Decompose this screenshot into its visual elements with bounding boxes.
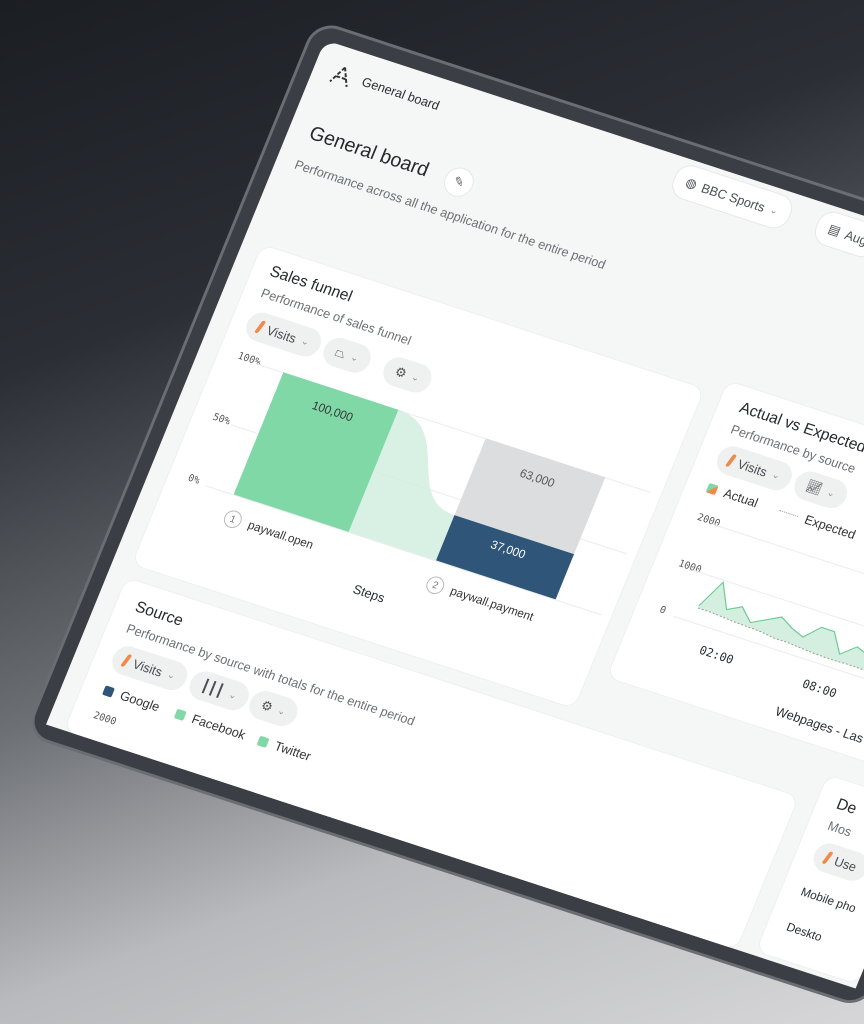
gear-icon: ⚙ bbox=[258, 697, 276, 715]
card-subtitle: Mos bbox=[825, 818, 854, 840]
chart-type-select[interactable]: ┃┃┃ ⌄ bbox=[185, 667, 254, 714]
device: General board ◍ BBC Sports ⌄ ▤ Aug General … bbox=[27, 22, 864, 1006]
globe-icon: ◍ bbox=[683, 174, 700, 192]
legend-swatch bbox=[256, 735, 270, 748]
actual-line bbox=[698, 580, 864, 693]
calendar-icon: ▤ bbox=[826, 220, 844, 239]
actual-area bbox=[697, 582, 864, 692]
dashboard-screen: General board ◍ BBC Sports ⌄ ▤ Aug General … bbox=[46, 40, 864, 989]
y-tick: 2000 bbox=[91, 710, 118, 728]
sales-funnel-card: Sales funnel Performance of sales funnel… bbox=[132, 244, 704, 708]
legend-twitter: Twitter bbox=[256, 733, 313, 764]
funnel-bar-step-2 bbox=[436, 515, 575, 600]
logo-icon bbox=[329, 66, 348, 87]
metric-color-icon bbox=[120, 654, 133, 668]
settings-select[interactable]: ⚙ ⌄ bbox=[244, 687, 303, 730]
legend-google: Google bbox=[101, 683, 162, 714]
edit-title-button[interactable]: ✎ bbox=[440, 165, 477, 200]
actual-vs-expected-chart bbox=[697, 580, 864, 693]
card-title: De bbox=[833, 795, 860, 818]
bar-chart-icon: ┃┃┃ bbox=[199, 677, 227, 699]
funnel-dropoff-step-2 bbox=[454, 438, 606, 555]
legend-facebook: Facebook bbox=[173, 706, 248, 742]
expected-line bbox=[697, 607, 864, 681]
device-row: Mobile pho bbox=[798, 884, 859, 916]
breadcrumb[interactable]: General board bbox=[359, 74, 442, 113]
metric-select[interactable]: Use bbox=[809, 839, 864, 885]
device-row: Deskto bbox=[784, 919, 825, 945]
date-select[interactable]: ▤ Aug bbox=[811, 209, 864, 261]
chevron-down-icon: ⌄ bbox=[165, 668, 178, 682]
legend-swatch bbox=[173, 708, 187, 721]
funnel-bar-step-1 bbox=[233, 372, 399, 532]
pencil-icon: ✎ bbox=[451, 173, 467, 191]
legend-swatch bbox=[102, 684, 116, 698]
chevron-down-icon: ⌄ bbox=[275, 704, 288, 718]
funnel-connector bbox=[348, 409, 455, 561]
chevron-down-icon: ⌄ bbox=[768, 204, 780, 217]
chevron-down-icon: ⌄ bbox=[226, 688, 239, 702]
metric-color-icon bbox=[821, 851, 834, 865]
actual-vs-expected-card: Actual vs Expected Performance by source… bbox=[607, 381, 864, 785]
